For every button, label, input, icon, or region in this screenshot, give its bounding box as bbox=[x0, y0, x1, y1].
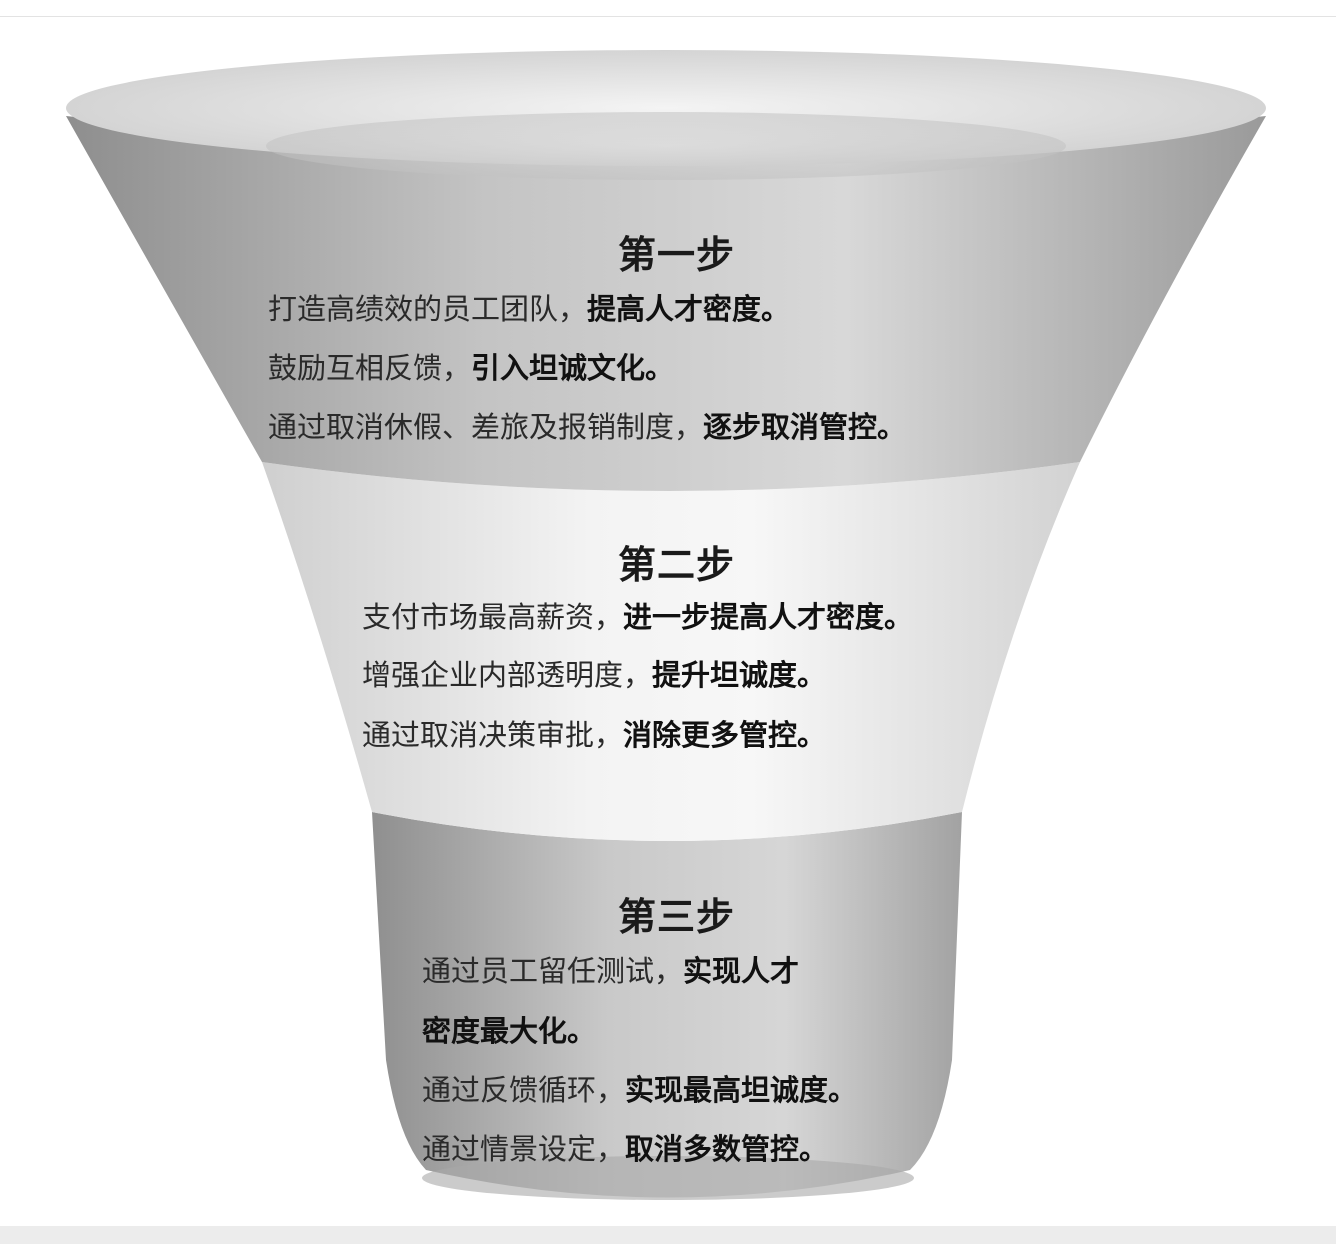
step-3-line-1: 通过员工留任测试，实现人才 bbox=[422, 948, 799, 990]
step-1-line-2: 鼓励互相反馈，引入坦诚文化。 bbox=[268, 345, 674, 387]
step-1-line-3: 通过取消休假、差旅及报销制度，逐步取消管控。 bbox=[268, 404, 906, 446]
step-1-line-3-normal: 通过取消休假、差旅及报销制度， bbox=[268, 410, 704, 444]
step-1-title: 第一步 bbox=[618, 233, 736, 277]
step-2-line-2-normal: 增强企业内部透明度， bbox=[362, 658, 653, 692]
step-2-line-3-bold: 消除更多管控。 bbox=[623, 718, 827, 752]
step-3-line-4-normal: 通过情景设定， bbox=[422, 1132, 626, 1166]
step-1-line-3-bold: 逐步取消管控。 bbox=[703, 410, 907, 444]
step-3-line-1-bold: 实现人才 bbox=[683, 954, 800, 988]
step-3-line-1-normal: 通过员工留任测试， bbox=[422, 954, 684, 988]
step-3-line-3: 通过反馈循环，实现最高坦诚度。 bbox=[422, 1067, 857, 1109]
step-2-line-3-normal: 通过取消决策审批， bbox=[362, 718, 624, 752]
step-3-line-3-bold: 实现最高坦诚度。 bbox=[625, 1073, 858, 1107]
step-2-line-1: 支付市场最高薪资，进一步提高人才密度。 bbox=[362, 594, 913, 636]
step-1-line-2-normal: 鼓励互相反馈， bbox=[268, 351, 472, 385]
funnel-rim-inner bbox=[266, 112, 1066, 180]
funnel-bottom-ellipse bbox=[422, 1156, 914, 1200]
top-divider bbox=[0, 16, 1336, 17]
step-2-line-1-bold: 进一步提高人才密度。 bbox=[623, 600, 914, 634]
funnel-tier-3 bbox=[372, 812, 962, 1198]
bottom-band bbox=[0, 1226, 1336, 1244]
step-1-line-2-bold: 引入坦诚文化。 bbox=[471, 351, 675, 385]
step-1-line-1-bold: 提高人才密度。 bbox=[587, 292, 791, 326]
step-1-line-1: 打造高绩效的员工团队，提高人才密度。 bbox=[268, 286, 790, 328]
funnel-tier-2 bbox=[262, 462, 1080, 841]
step-1-line-1-normal: 打造高绩效的员工团队， bbox=[268, 292, 588, 326]
step-2-line-1-normal: 支付市场最高薪资， bbox=[362, 600, 624, 634]
step-3-title: 第三步 bbox=[618, 895, 736, 939]
step-3-line-2: 密度最大化。 bbox=[422, 1008, 596, 1050]
step-3-line-2-bold: 密度最大化。 bbox=[422, 1014, 597, 1048]
funnel-tier-1 bbox=[66, 116, 1266, 491]
step-3-line-4: 通过情景设定，取消多数管控。 bbox=[422, 1126, 828, 1168]
step-3-line-3-normal: 通过反馈循环， bbox=[422, 1073, 626, 1107]
step-2-title: 第二步 bbox=[618, 543, 736, 587]
step-2-line-2: 增强企业内部透明度，提升坦诚度。 bbox=[362, 652, 826, 694]
step-2-line-2-bold: 提升坦诚度。 bbox=[652, 658, 827, 692]
step-3-line-4-bold: 取消多数管控。 bbox=[625, 1132, 829, 1166]
step-2-line-3: 通过取消决策审批，消除更多管控。 bbox=[362, 712, 826, 754]
